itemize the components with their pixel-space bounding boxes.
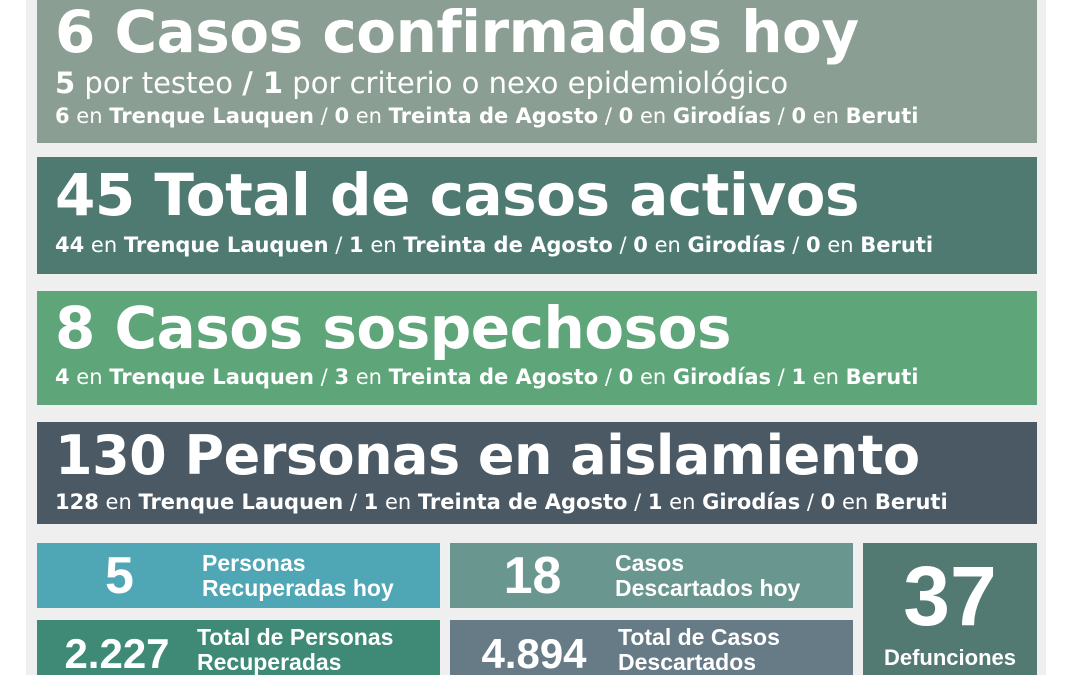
- isolation-title: 130 Personas en aislamiento: [55, 424, 920, 487]
- confirmed-breakdown: 6 en Trenque Lauquen / 0 en Treinta de A…: [55, 104, 1037, 128]
- locality-name: Trenque Lauquen: [123, 233, 329, 257]
- locality-name: Beruti: [845, 104, 919, 128]
- locality-count: 128: [55, 490, 99, 514]
- suspected-title: 8 Casos sospechosos: [55, 294, 732, 362]
- en-word: en: [820, 233, 861, 257]
- discarded-today-card: 18 Casos Descartados hoy: [450, 543, 853, 608]
- separator: /: [612, 233, 634, 257]
- recovered-today-value: 5: [105, 546, 134, 605]
- en-word: en: [349, 365, 389, 389]
- locality-count: 0: [820, 490, 836, 514]
- locality-name: Trenque Lauquen: [109, 104, 314, 128]
- separator: /: [314, 365, 335, 389]
- locality-count: 0: [806, 233, 821, 257]
- locality-name: Girodías: [687, 233, 786, 257]
- locality-count: 0: [791, 104, 807, 128]
- en-word: en: [363, 233, 404, 257]
- separator: /: [627, 490, 648, 514]
- deaths-card: 37 Defunciones: [863, 543, 1037, 675]
- locality-count: 6: [55, 104, 70, 128]
- locality-count: 0: [618, 365, 634, 389]
- locality-count: 0: [633, 233, 648, 257]
- discarded-today-value: 18: [503, 546, 562, 605]
- locality-count: 1: [363, 490, 379, 514]
- en-word: en: [98, 490, 139, 514]
- en-word: en: [633, 104, 673, 128]
- locality-count: 4: [55, 365, 70, 389]
- locality-count: 1: [349, 233, 364, 257]
- isolation-panel: 130 Personas en aislamiento 128 en Trenq…: [37, 422, 1037, 524]
- discarded-today-label: Casos Descartados hoy: [615, 549, 801, 601]
- en-word: en: [349, 104, 389, 128]
- locality-name: Beruti: [845, 365, 919, 389]
- recovered-today-label: Personas Recuperadas hoy: [202, 549, 394, 601]
- en-word: en: [69, 365, 110, 389]
- suspected-breakdown: 4 en Trenque Lauquen / 3 en Treinta de A…: [55, 365, 1037, 389]
- total-recovered-card: 2.227 Total de Personas Recuperadas: [37, 620, 440, 677]
- total-discarded-label: Total de Casos Descartados: [618, 624, 780, 675]
- locality-count: 3: [334, 365, 350, 389]
- en-word: en: [633, 365, 673, 389]
- en-word: en: [662, 490, 703, 514]
- en-word: en: [84, 233, 124, 257]
- locality-name: Beruti: [874, 490, 948, 514]
- locality-count: 0: [334, 104, 350, 128]
- locality-name: Treinta de Agosto: [417, 490, 628, 514]
- separator: /: [343, 490, 364, 514]
- locality-count: 0: [618, 104, 634, 128]
- total-recovered-label: Total de Personas Recuperadas: [197, 624, 394, 675]
- separator: /: [785, 233, 807, 257]
- confirmed-title: 6 Casos confirmados hoy: [55, 0, 859, 66]
- separator: /: [598, 365, 619, 389]
- total-recovered-value: 2.227: [64, 630, 170, 677]
- locality-count: 44: [55, 233, 85, 257]
- total-discarded-card: 4.894 Total de Casos Descartados: [450, 620, 853, 677]
- en-word: en: [806, 365, 846, 389]
- locality-name: Girodías: [672, 365, 771, 389]
- locality-name: Trenque Lauquen: [109, 365, 314, 389]
- separator: /: [314, 104, 335, 128]
- confirmed-method-line: 5 por testeo / 1 por criterio o nexo epi…: [55, 66, 789, 100]
- locality-name: Girodías: [672, 104, 771, 128]
- isolation-breakdown: 128 en Trenque Lauquen / 1 en Treinta de…: [55, 490, 1037, 514]
- deaths-value: 37: [903, 549, 997, 643]
- locality-count: 1: [647, 490, 663, 514]
- locality-name: Girodías: [702, 490, 801, 514]
- separator: /: [771, 104, 792, 128]
- deaths-label: Defunciones: [883, 645, 1017, 670]
- locality-name: Treinta de Agosto: [388, 365, 599, 389]
- confirmed-cases-panel: 6 Casos confirmados hoy 5 por testeo / 1…: [37, 0, 1037, 143]
- locality-name: Beruti: [860, 233, 934, 257]
- active-title: 45 Total de casos activos: [55, 161, 860, 229]
- en-word: en: [69, 104, 110, 128]
- en-word: en: [378, 490, 418, 514]
- recovered-today-card: 5 Personas Recuperadas hoy: [37, 543, 440, 608]
- en-word: en: [806, 104, 846, 128]
- separator: /: [328, 233, 350, 257]
- active-breakdown: 44 en Trenque Lauquen / 1 en Treinta de …: [55, 233, 1037, 257]
- total-discarded-value: 4.894: [481, 630, 587, 677]
- separator: /: [771, 365, 792, 389]
- active-cases-panel: 45 Total de casos activos 44 en Trenque …: [37, 157, 1037, 274]
- locality-name: Treinta de Agosto: [403, 233, 613, 257]
- separator: /: [598, 104, 619, 128]
- en-word: en: [647, 233, 688, 257]
- locality-name: Trenque Lauquen: [138, 490, 344, 514]
- suspected-cases-panel: 8 Casos sospechosos 4 en Trenque Lauquen…: [37, 291, 1037, 405]
- locality-name: Treinta de Agosto: [388, 104, 599, 128]
- en-word: en: [835, 490, 875, 514]
- locality-count: 1: [791, 365, 807, 389]
- separator: /: [800, 490, 821, 514]
